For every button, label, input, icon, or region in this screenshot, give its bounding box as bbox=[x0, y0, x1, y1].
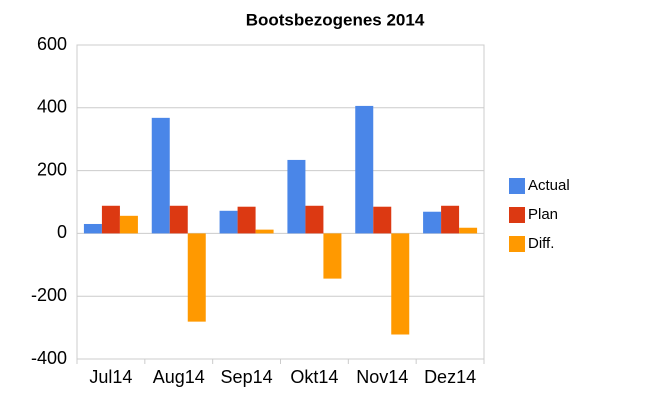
bar bbox=[237, 206, 256, 234]
bar bbox=[287, 159, 306, 234]
bar bbox=[423, 211, 442, 234]
bar bbox=[219, 210, 238, 234]
y-tick-label: -400 bbox=[31, 348, 67, 368]
bar bbox=[255, 229, 274, 234]
x-tick-label: Dez14 bbox=[424, 367, 476, 387]
x-tick-label: Jul14 bbox=[89, 367, 132, 387]
legend-swatch bbox=[509, 236, 525, 252]
bar bbox=[119, 215, 138, 234]
y-tick-label: -200 bbox=[31, 285, 67, 305]
legend-label: Diff. bbox=[528, 235, 554, 252]
bar bbox=[391, 233, 410, 335]
bar bbox=[459, 227, 478, 234]
bar bbox=[151, 117, 170, 234]
x-tick-label: Nov14 bbox=[356, 367, 408, 387]
legend-label: Actual bbox=[528, 177, 570, 194]
bar bbox=[441, 205, 460, 234]
bar bbox=[101, 205, 120, 234]
x-tick-label: Aug14 bbox=[153, 367, 205, 387]
bar bbox=[305, 205, 324, 234]
y-tick-label: 0 bbox=[57, 222, 67, 242]
legend-swatch bbox=[509, 178, 525, 194]
y-tick-label: 400 bbox=[37, 97, 67, 117]
bar bbox=[83, 223, 102, 234]
legend-swatch bbox=[509, 207, 525, 223]
bar bbox=[373, 206, 392, 234]
bar bbox=[187, 233, 206, 322]
y-tick-label: 200 bbox=[37, 159, 67, 179]
bar bbox=[169, 205, 188, 234]
x-tick-label: Okt14 bbox=[290, 367, 338, 387]
bar bbox=[323, 233, 342, 279]
bar bbox=[355, 105, 374, 234]
chart-title: Bootsbezogenes 2014 bbox=[246, 10, 425, 29]
y-tick-label: 600 bbox=[37, 34, 67, 54]
x-tick-label: Sep14 bbox=[221, 367, 273, 387]
legend-label: Plan bbox=[528, 206, 558, 223]
